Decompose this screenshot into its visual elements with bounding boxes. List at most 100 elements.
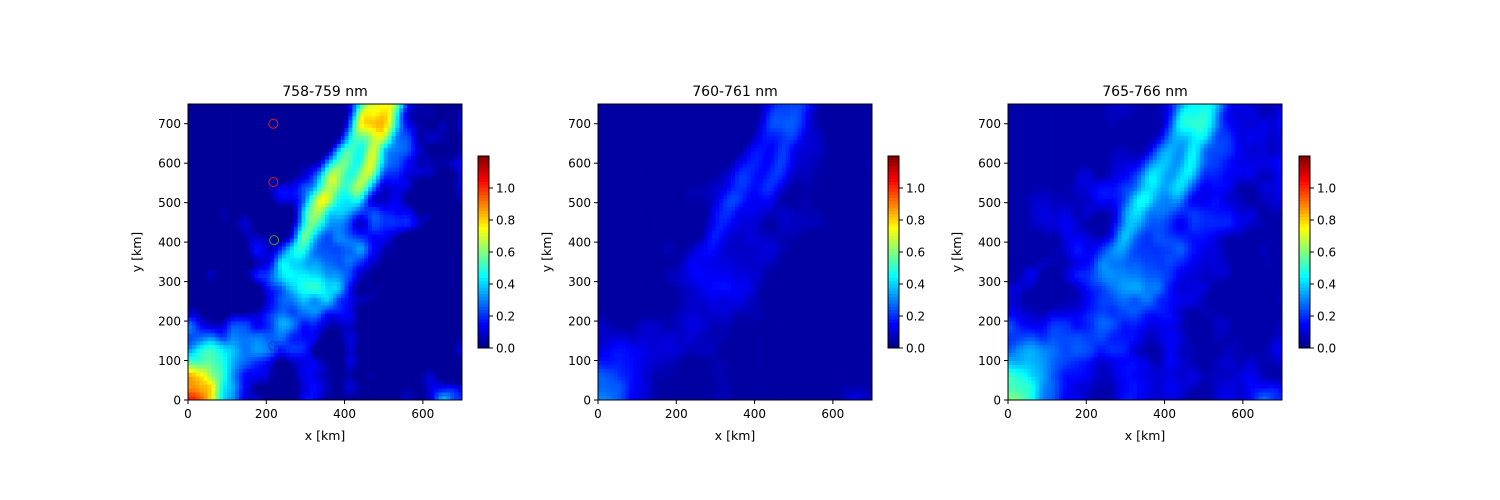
heatmap-cell [454,218,459,223]
heatmap-cell [313,131,318,136]
heatmap-cell [258,348,263,354]
heatmap-cell [309,253,314,259]
heatmap-cell [195,257,201,263]
heatmap-cell [336,396,342,401]
heatmap-cell [418,380,424,385]
heatmap-cell [203,388,208,393]
heatmap-cell [442,340,447,346]
heatmap-cell [242,202,248,208]
heatmap-cell [364,301,369,306]
heatmap-cell [375,155,381,160]
heatmap-cell [254,167,259,172]
heatmap-cell [227,123,232,129]
heatmap-cell [418,198,424,204]
heatmap-cell [223,218,228,223]
heatmap-cell [270,261,275,267]
heatmap-cell [430,238,435,243]
heatmap-cell [387,285,392,290]
heatmap-cell [328,285,334,290]
heatmap-cell [254,234,259,239]
heatmap-cell [407,348,412,354]
heatmap-cell [364,368,369,373]
heatmap-cell [325,171,330,176]
heatmap-cell [234,344,240,350]
heatmap-cell [407,281,412,286]
heatmap-cell [262,372,267,377]
heatmap-cell [325,250,330,255]
heatmap-cell [234,135,240,140]
heatmap-cell [262,190,267,196]
heatmap-cell [262,178,267,184]
heatmap-cell [211,167,216,172]
heatmap-cell [364,182,369,188]
heatmap-cell [321,151,326,156]
heatmap-cell [375,167,381,172]
heatmap-cell [258,115,263,121]
heatmap-cell [332,167,338,172]
heatmap-cell [270,226,275,231]
heatmap-cell [332,289,338,294]
heatmap-cell [207,175,212,180]
heatmap-cell [231,265,236,271]
heatmap-cell [426,159,432,164]
heatmap-cell [332,143,338,148]
heatmap-cell [399,194,404,200]
heatmap-cell [203,344,208,350]
heatmap-cell [442,127,447,133]
heatmap-cell [211,210,216,215]
heatmap-cell [450,214,455,219]
heatmap-cell [231,388,236,393]
heatmap-cell [195,265,201,271]
heatmap-cell [360,384,365,389]
heatmap-cell [391,336,396,342]
heatmap-cell [270,356,275,361]
heatmap-cell [199,159,205,164]
heatmap-cell [238,325,244,330]
heatmap-cell [411,147,416,152]
heatmap-cell [415,194,420,200]
heatmap-cell [262,328,267,334]
heatmap-cell [375,135,381,140]
heatmap-cell [203,265,208,271]
heatmap-cell [191,257,197,263]
heatmap-cell [450,325,455,330]
heatmap-cell [379,123,385,129]
heatmap-cell [293,277,298,282]
heatmap-cell [293,143,298,148]
heatmap-cell [340,226,345,231]
heatmap-cell [285,313,291,318]
heatmap-cell [258,139,263,144]
heatmap-cell [328,167,334,172]
heatmap-cell [281,261,287,267]
heatmap-cell [325,348,330,354]
heatmap-cell [188,301,193,306]
heatmap-cell [285,352,291,357]
heatmap-cell [289,182,295,188]
heatmap-cell [203,218,208,223]
heatmap-cell [305,285,310,290]
heatmap-cell [438,261,443,267]
heatmap-cell [446,143,451,148]
heatmap-cell [278,214,283,219]
heatmap-cell [395,261,400,267]
heatmap-cell [383,222,389,227]
heatmap-cell [383,206,389,211]
heatmap-cell [446,277,451,282]
heatmap-cell [418,194,424,200]
heatmap-cell [383,356,389,361]
heatmap-cell [458,269,463,275]
heatmap-cell [407,328,412,334]
heatmap-cell [278,167,283,172]
heatmap-cell [442,289,447,294]
heatmap-cell [297,238,302,243]
heatmap-cell [344,226,349,231]
heatmap-cell [199,277,205,282]
heatmap-cell [293,396,298,401]
heatmap-cell [450,194,455,200]
heatmap-cell [317,293,322,298]
heatmap-cell [458,368,463,373]
heatmap-cell [344,198,349,204]
heatmap-cell [231,143,236,148]
heatmap-cell [258,206,263,211]
heatmap-cell [352,214,357,219]
